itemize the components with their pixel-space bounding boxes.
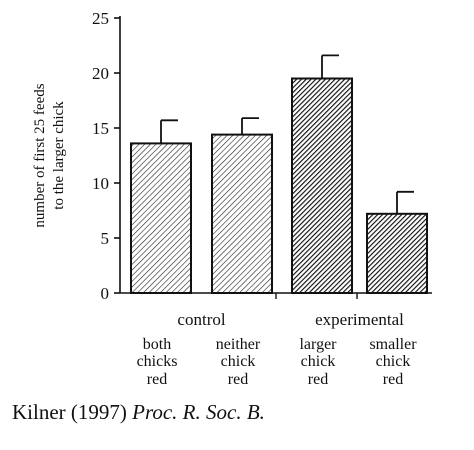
y-axis-label-line: to the larger chick [51, 101, 67, 210]
bar-labels: bothchicksredneitherchickredlargerchickr… [137, 336, 418, 388]
bar-label-line: both [143, 336, 171, 353]
bar-label-line: chicks [137, 353, 178, 370]
bar-label-line: red [308, 371, 328, 388]
y-axis-label-line: number of first 25 feeds [32, 83, 48, 227]
y-tick-label: 10 [92, 174, 109, 193]
group-label: experimental [315, 310, 404, 329]
group-labels: control experimental [177, 310, 404, 329]
group-label: control [177, 310, 225, 329]
citation-authors: Kilner (1997) [12, 400, 127, 424]
bar-label-line: larger [299, 336, 337, 353]
y-axis-label: number of first 25 feeds to the larger ch… [32, 83, 67, 227]
bar [211, 133, 273, 294]
y-tick-label: 20 [92, 64, 109, 83]
citation: Kilner (1997) Proc. R. Soc. B. [12, 400, 265, 425]
bar-label-line: neither [216, 336, 261, 353]
y-tick-label: 5 [101, 229, 110, 248]
bar-label-line: red [228, 371, 248, 388]
y-tick-label: 15 [92, 119, 109, 138]
bar [130, 142, 192, 294]
y-tick-label: 0 [101, 284, 110, 303]
x-axis [120, 292, 432, 299]
bar-label-line: chick [376, 353, 411, 370]
bar-label-line: smaller [369, 336, 417, 353]
bars [130, 54, 428, 294]
bar [366, 212, 428, 294]
bar-label-line: red [383, 371, 403, 388]
bar-chart: number of first 25 feeds to the larger ch… [32, 9, 432, 388]
y-axis: 0 5 10 15 20 25 [92, 9, 121, 303]
bar-label-line: red [147, 371, 167, 388]
bar-label-line: chick [221, 353, 256, 370]
bar-label-line: chick [301, 353, 336, 370]
bar [291, 77, 353, 294]
citation-journal: Proc. R. Soc. B. [132, 400, 265, 424]
y-tick-label: 25 [92, 9, 109, 28]
